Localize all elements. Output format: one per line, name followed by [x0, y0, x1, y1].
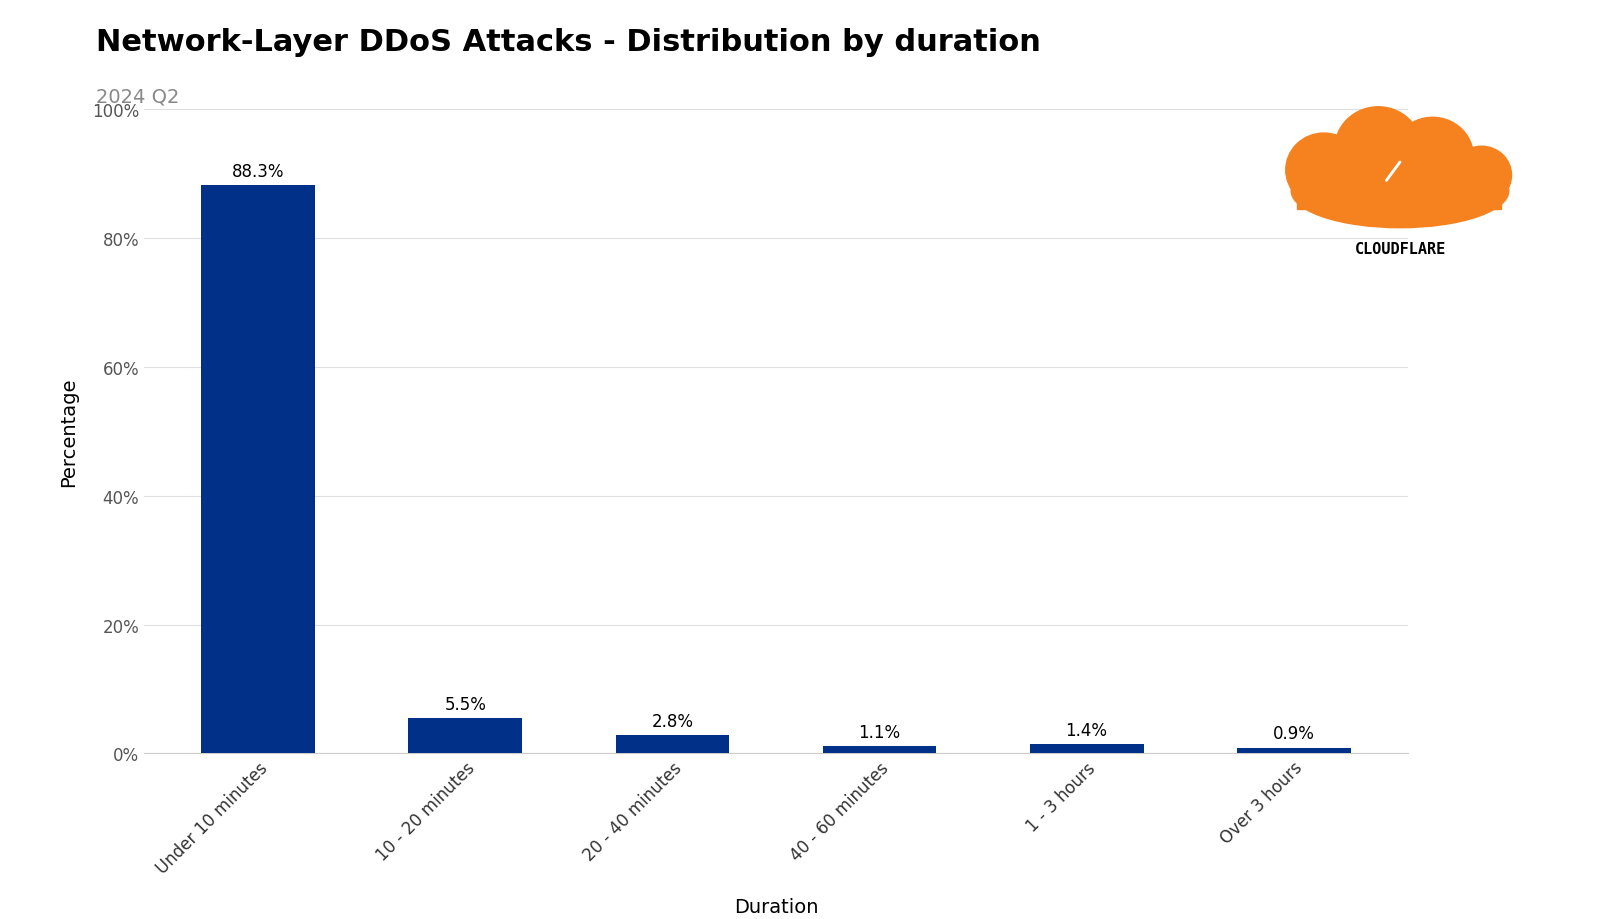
Text: Network-Layer DDoS Attacks - Distribution by duration: Network-Layer DDoS Attacks - Distributio…: [96, 28, 1042, 57]
Bar: [202, 186, 315, 754]
Circle shape: [1451, 147, 1512, 205]
Text: 1.1%: 1.1%: [859, 723, 901, 742]
Ellipse shape: [1291, 155, 1509, 229]
Text: CLOUDFLARE: CLOUDFLARE: [1354, 242, 1446, 257]
Text: 2.8%: 2.8%: [651, 712, 693, 731]
Text: 1.4%: 1.4%: [1066, 721, 1107, 740]
FancyBboxPatch shape: [1296, 178, 1501, 210]
Bar: [408, 719, 522, 754]
Text: 5.5%: 5.5%: [445, 695, 486, 713]
Text: 88.3%: 88.3%: [232, 163, 285, 180]
Bar: [822, 746, 936, 754]
Circle shape: [1286, 134, 1362, 208]
Bar: [1030, 744, 1144, 754]
Bar: [616, 735, 730, 754]
Y-axis label: Percentage: Percentage: [59, 377, 78, 487]
Bar: [1237, 748, 1350, 754]
Circle shape: [1392, 119, 1474, 197]
Circle shape: [1334, 108, 1422, 192]
Text: 0.9%: 0.9%: [1272, 725, 1315, 743]
Text: 2024 Q2: 2024 Q2: [96, 87, 179, 107]
X-axis label: Duration: Duration: [734, 898, 818, 916]
